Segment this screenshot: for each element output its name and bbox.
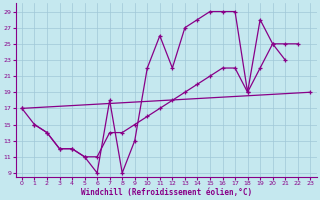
X-axis label: Windchill (Refroidissement éolien,°C): Windchill (Refroidissement éolien,°C) — [81, 188, 252, 197]
